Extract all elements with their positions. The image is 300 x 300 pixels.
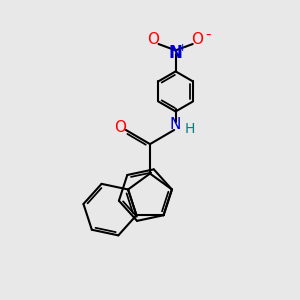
Text: O: O: [114, 119, 126, 134]
Text: -: -: [205, 27, 211, 42]
Text: N: N: [170, 117, 181, 132]
Text: N: N: [169, 44, 183, 62]
Text: O: O: [191, 32, 203, 46]
Text: O: O: [147, 32, 159, 46]
Text: H: H: [184, 122, 195, 136]
Text: +: +: [177, 43, 187, 53]
